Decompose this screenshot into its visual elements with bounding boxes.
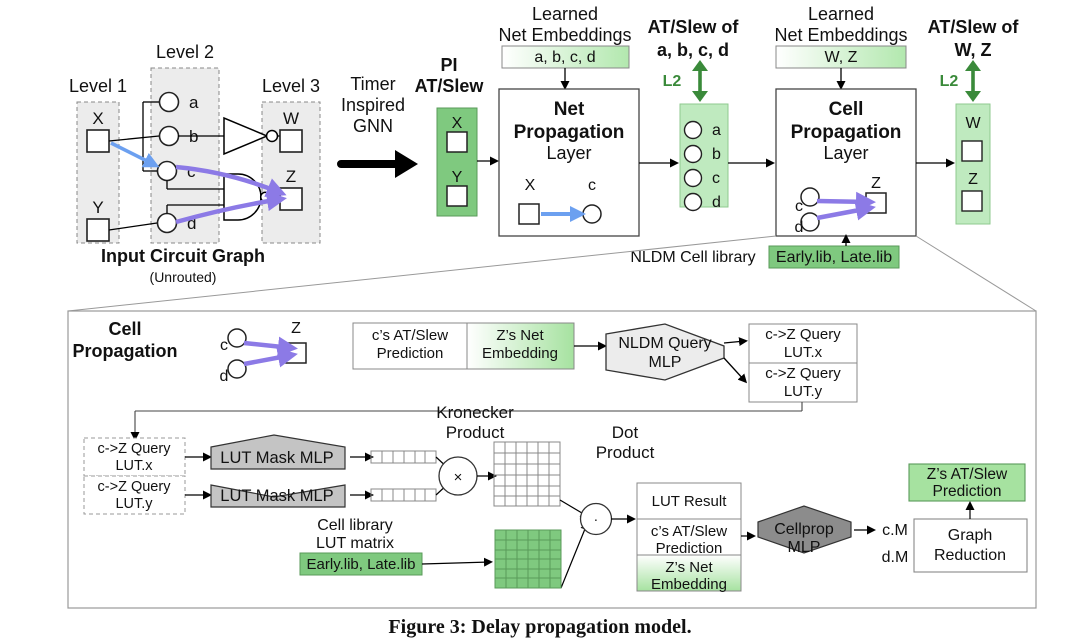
svg-text:X: X (452, 115, 463, 132)
svg-text:c’s AT/Slew: c’s AT/Slew (651, 523, 727, 540)
svg-text:LUT Mask MLP: LUT Mask MLP (220, 449, 333, 467)
svg-text:c->Z Query: c->Z Query (765, 326, 841, 343)
svg-text:W, Z: W, Z (825, 49, 858, 66)
svg-text:L2: L2 (940, 73, 959, 90)
svg-text:Z’s Net: Z’s Net (496, 327, 544, 344)
svg-text:Learned: Learned (532, 4, 598, 24)
svg-text:c->Z Query: c->Z Query (98, 441, 172, 457)
svg-text:W: W (283, 109, 299, 128)
svg-text:Level 2: Level 2 (156, 42, 214, 62)
svg-text:a: a (189, 93, 199, 112)
svg-text:Figure 3: Delay propagation mo: Figure 3: Delay propagation model. (388, 616, 691, 638)
svg-text:Z: Z (291, 320, 301, 337)
svg-text:Prediction: Prediction (933, 483, 1002, 500)
svg-text:Input Circuit Graph: Input Circuit Graph (101, 246, 265, 266)
svg-text:Cellprop: Cellprop (774, 521, 834, 538)
svg-text:Net: Net (554, 99, 585, 120)
svg-text:(Unrouted): (Unrouted) (150, 269, 217, 285)
svg-text:Net Embeddings: Net Embeddings (498, 25, 631, 45)
svg-text:Timer: Timer (350, 74, 395, 94)
svg-text:Inspired: Inspired (341, 95, 405, 115)
svg-text:d: d (712, 194, 721, 211)
svg-text:Y: Y (452, 169, 463, 186)
svg-text:c.M: c.M (882, 522, 908, 539)
svg-text:Cell library: Cell library (317, 517, 393, 534)
svg-text:L2: L2 (663, 73, 682, 90)
svg-text:Kronecker: Kronecker (436, 403, 514, 422)
svg-text:c: c (795, 198, 803, 215)
svg-text:d: d (220, 368, 229, 385)
svg-text:Level 3: Level 3 (262, 76, 320, 96)
svg-text:c: c (712, 170, 720, 187)
svg-text:X: X (525, 177, 536, 194)
svg-text:Embedding: Embedding (651, 576, 727, 593)
svg-text:Graph: Graph (948, 527, 992, 544)
svg-text:∙: ∙ (594, 511, 598, 527)
svg-text:a, b, c, d: a, b, c, d (534, 49, 595, 66)
svg-text:Net Embeddings: Net Embeddings (774, 25, 907, 45)
svg-text:Prediction: Prediction (377, 345, 444, 362)
svg-text:LUT Mask MLP: LUT Mask MLP (220, 487, 333, 505)
svg-text:Propagation: Propagation (514, 122, 625, 143)
svg-text:×: × (454, 469, 463, 486)
svg-text:c: c (588, 177, 596, 194)
svg-text:Z’s Net: Z’s Net (665, 559, 713, 576)
svg-text:c: c (220, 337, 228, 354)
svg-text:c: c (187, 162, 196, 181)
svg-text:Z: Z (286, 167, 296, 186)
svg-text:Cell: Cell (829, 99, 864, 120)
svg-text:Early.lib, Late.lib: Early.lib, Late.lib (776, 249, 892, 266)
svg-text:Z: Z (968, 171, 978, 188)
svg-text:Product: Product (596, 443, 655, 462)
svg-text:Cell: Cell (108, 319, 141, 339)
svg-text:Y: Y (92, 198, 103, 217)
svg-text:Propagation: Propagation (791, 122, 902, 143)
svg-text:c->Z Query: c->Z Query (98, 479, 172, 495)
svg-text:AT/Slew: AT/Slew (415, 76, 485, 96)
svg-text:a: a (712, 122, 721, 139)
svg-text:X: X (92, 109, 103, 128)
svg-text:LUT.y: LUT.y (115, 496, 153, 512)
svg-text:Prediction: Prediction (656, 540, 723, 557)
svg-text:LUT.x: LUT.x (115, 458, 153, 474)
svg-text:LUT Result: LUT Result (652, 493, 728, 510)
svg-text:Reduction: Reduction (934, 547, 1006, 564)
svg-text:Layer: Layer (546, 143, 591, 163)
svg-text:Z’s AT/Slew: Z’s AT/Slew (927, 466, 1008, 483)
svg-text:Level 1: Level 1 (69, 76, 127, 96)
svg-text:W, Z: W, Z (955, 40, 992, 60)
svg-text:c’s AT/Slew: c’s AT/Slew (372, 327, 448, 344)
svg-text:Propagation: Propagation (72, 341, 177, 361)
svg-text:NLDM Query: NLDM Query (618, 335, 711, 352)
svg-text:d: d (795, 219, 804, 236)
svg-text:MLP: MLP (649, 354, 682, 371)
svg-text:Learned: Learned (808, 4, 874, 24)
svg-text:b: b (712, 146, 721, 163)
svg-text:LUT matrix: LUT matrix (316, 535, 394, 552)
svg-text:Layer: Layer (823, 143, 868, 163)
svg-text:Early.lib, Late.lib: Early.lib, Late.lib (307, 556, 416, 573)
svg-text:Dot: Dot (612, 423, 639, 442)
svg-text:W: W (965, 115, 981, 132)
svg-text:MLP: MLP (788, 539, 821, 556)
svg-text:a, b, c, d: a, b, c, d (657, 40, 729, 60)
svg-text:AT/Slew of: AT/Slew of (648, 17, 740, 37)
svg-text:c->Z Query: c->Z Query (765, 365, 841, 382)
svg-text:GNN: GNN (353, 116, 393, 136)
svg-text:Z: Z (871, 175, 881, 192)
svg-text:LUT.x: LUT.x (784, 344, 823, 361)
svg-text:d.M: d.M (882, 549, 909, 566)
svg-text:PI: PI (440, 55, 457, 75)
svg-text:LUT.y: LUT.y (784, 383, 823, 400)
svg-text:NLDM Cell library: NLDM Cell library (630, 249, 755, 266)
svg-text:Embedding: Embedding (482, 345, 558, 362)
svg-text:AT/Slew of: AT/Slew of (928, 17, 1020, 37)
svg-text:Product: Product (446, 423, 505, 442)
